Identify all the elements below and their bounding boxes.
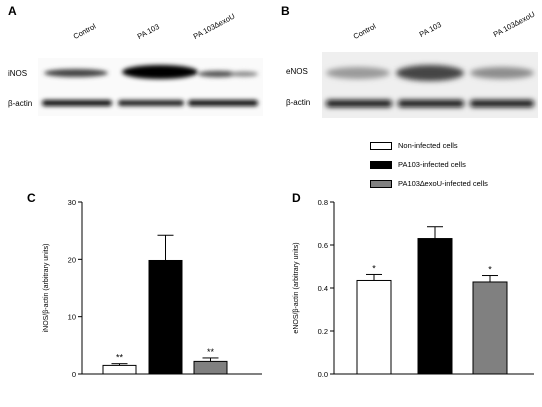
legend-swatch-black bbox=[370, 160, 392, 169]
chart-c-y-tick-label: 20 bbox=[68, 255, 76, 264]
chart-d-significance-label: * bbox=[488, 265, 492, 275]
lane-label-pa103-a: PA 103 bbox=[135, 21, 161, 41]
chart-c-y-tick-label: 0 bbox=[72, 370, 76, 379]
row-label-actin-a: β-actin bbox=[8, 99, 33, 108]
lane-label-exou-a: PA 103∆exoU bbox=[191, 11, 237, 41]
row-label-enos: eNOS bbox=[286, 67, 308, 76]
lane-label-exou-b: PA 103∆exoU bbox=[491, 9, 537, 39]
legend-label-exou: PA103∆exoU-infected cells bbox=[398, 179, 488, 188]
chart-c-significance-label: ** bbox=[116, 353, 124, 363]
legend-item-non-infected: Non-infected cells bbox=[370, 136, 488, 155]
chart-d-bar bbox=[417, 238, 453, 375]
chart-c-y-tick-label: 10 bbox=[68, 313, 76, 322]
panel-b-letter: B bbox=[281, 4, 290, 18]
western-blot-a bbox=[38, 58, 263, 116]
chart-d-y-tick-label: 0.0 bbox=[318, 370, 328, 379]
legend: Non-infected cells PA103-infected cells … bbox=[370, 136, 488, 193]
lane-label-pa103-b: PA 103 bbox=[417, 19, 443, 39]
bar-chart-d: D 0.0 0.2 0.4 0.6 0.8 eNOS/β-actin (arbitrary … bbox=[292, 191, 534, 379]
legend-label-non-infected: Non-infected cells bbox=[398, 141, 458, 150]
lane-label-control-a: Control bbox=[71, 21, 98, 41]
chart-d-y-axis-label: eNOS/β-actin (arbitrary units) bbox=[293, 242, 300, 333]
legend-swatch-grey bbox=[370, 179, 392, 188]
chart-d-significance-label: * bbox=[372, 263, 376, 273]
western-blot-b bbox=[322, 52, 538, 118]
chart-c-y-axis-label: iNOS/β-actin (arbitrary units) bbox=[43, 244, 50, 333]
panel-a-letter: A bbox=[8, 4, 17, 18]
chart-c-letter: C bbox=[27, 191, 36, 205]
row-label-inos: iNOS bbox=[8, 69, 28, 78]
chart-d-y-tick-label: 0.6 bbox=[318, 241, 328, 250]
chart-d-y-tick-label: 0.8 bbox=[318, 198, 328, 207]
chart-d-bar bbox=[472, 281, 508, 375]
chart-c-significance-label: ** bbox=[207, 347, 215, 357]
legend-swatch-white bbox=[370, 141, 392, 150]
legend-item-pa103: PA103-infected cells bbox=[370, 155, 488, 174]
chart-c-bar bbox=[193, 360, 228, 375]
chart-d-bar bbox=[356, 279, 392, 375]
chart-c-bar bbox=[102, 364, 137, 375]
legend-label-pa103: PA103-infected cells bbox=[398, 160, 466, 169]
legend-item-exou: PA103∆exoU-infected cells bbox=[370, 174, 488, 193]
chart-c-y-tick-label: 30 bbox=[68, 198, 76, 207]
chart-c-bar bbox=[148, 259, 183, 375]
chart-d-y-tick-label: 0.2 bbox=[318, 327, 328, 336]
bar-chart-c: C 0 10 20 30 iNOS/β-actin (arbitrary units) **… bbox=[27, 191, 262, 379]
chart-d-y-tick-label: 0.4 bbox=[318, 284, 328, 293]
row-label-actin-b: β-actin bbox=[286, 98, 311, 107]
chart-d-letter: D bbox=[292, 191, 301, 205]
lane-label-control-b: Control bbox=[351, 21, 378, 41]
